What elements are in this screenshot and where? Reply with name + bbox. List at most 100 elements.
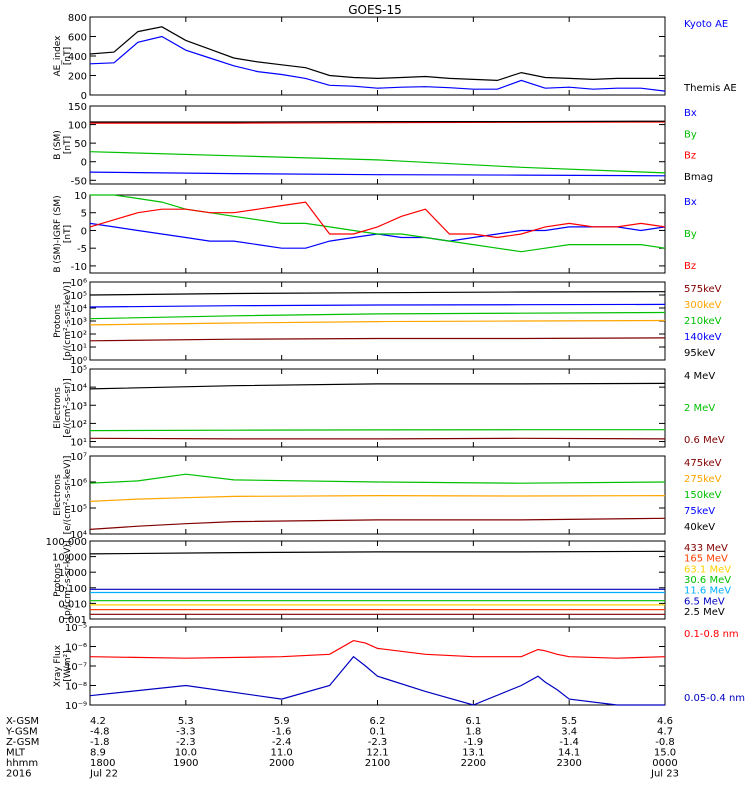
y-tick-label: 10⁻⁸ (65, 682, 87, 693)
x-cell-value: 13.1 (462, 748, 484, 759)
y-axis-label: [W/m²] (63, 650, 73, 681)
panel-frame (89, 16, 666, 96)
panel-frame (89, 368, 666, 448)
legend-label: 433 MeV (684, 543, 728, 554)
series-line-bz (89, 201, 666, 239)
legend-label: Themis AE (683, 83, 737, 94)
x-cell-value: 1.8 (465, 727, 481, 738)
x-cell-value: -2.4 (272, 737, 292, 748)
series-line-bz (90, 121, 666, 124)
series-line-bmag (90, 120, 666, 123)
y-tick-label: 10⁵ (70, 504, 87, 515)
y-axis-label: Electrons (53, 387, 63, 429)
y-tick-label: 0 (81, 226, 87, 237)
legend-label: 11.6 MeV (684, 586, 731, 597)
panel-frame (89, 105, 666, 185)
x-cell-value: 5.3 (178, 716, 194, 727)
series-line-0-05-0-4-nm (89, 655, 665, 706)
x-cell-value: 14.1 (558, 748, 580, 759)
series-line-4-mev (89, 382, 666, 390)
legend-label: 2.5 MeV (684, 607, 725, 618)
y-tick-label: 10⁻⁶ (65, 643, 87, 654)
x-cell-value: 6.2 (370, 716, 386, 727)
y-tick-label: 10⁻⁵ (65, 623, 87, 634)
panel-2: -50 0 50 100 150 B (SM) [nT] Bx By Bz Bmag (53, 102, 713, 187)
series-line-themis-ae (89, 26, 665, 82)
series-line-95kev (89, 291, 666, 296)
legend-label: 75keV (684, 506, 715, 517)
legend-label: 95keV (684, 348, 715, 359)
series-line-475kev (89, 517, 666, 530)
panel-frame (89, 626, 666, 706)
y-tick-label: 10⁷ (70, 452, 87, 463)
x-cell-value: 2000 (269, 758, 294, 769)
series-line-210kev (89, 311, 666, 320)
y-axis-label: [p/(cm²-s-sr-keV)] (63, 541, 73, 620)
x-cell-value: -2.3 (368, 737, 388, 748)
legend-label: 300keV (684, 300, 722, 311)
y-tick-label: 10⁴ (70, 530, 87, 541)
y-axis-label: Electrons (53, 474, 63, 516)
x-cell-value: 0000 (652, 758, 677, 769)
x-cell-value: 1900 (173, 758, 198, 769)
legend-label: 165 MeV (684, 554, 728, 565)
x-cell-value: -3.3 (176, 727, 196, 738)
y-axis-label: Xray Flux (53, 644, 63, 687)
legend-label: 575keV (684, 284, 722, 295)
legend-label: Bz (684, 151, 696, 162)
legend-label: By (684, 229, 697, 240)
legend-label: 475keV (684, 458, 722, 469)
y-tick-label: 10⁵ (70, 365, 87, 376)
legend-label: 6.5 MeV (684, 596, 725, 607)
y-axis-label: [nT] (63, 225, 73, 243)
x-row-label: Y-GSM (5, 727, 38, 738)
legend-label: 2 MeV (684, 403, 715, 414)
y-axis-label: Protons (53, 304, 63, 338)
y-tick-label: 0.010 (58, 599, 87, 610)
x-cell-value: -1.8 (90, 737, 110, 748)
y-tick-label: 10² (70, 419, 87, 430)
y-tick-label: 50 (74, 139, 87, 150)
legend-label: 4 MeV (684, 371, 715, 382)
legend-label: Bx (684, 108, 697, 119)
legend-label: 0.05-0.4 nm (684, 693, 745, 704)
panel-frame (89, 455, 666, 535)
plot-title: GOES-15 (348, 3, 402, 17)
y-tick-label: 0.100 (58, 584, 87, 595)
series-line-kyoto-ae (89, 35, 666, 92)
y-tick-label: 10 (74, 191, 87, 202)
y-tick-label: 5 (81, 209, 87, 220)
y-axis-label: [e/(cm²-s-sr)] (63, 378, 73, 438)
x-cell-value: -1.4 (559, 737, 579, 748)
x-cell-value: 11.0 (271, 748, 293, 759)
y-tick-label: 10⁰ (70, 356, 87, 367)
legend-label: Bx (684, 197, 697, 208)
panel-7: 0.001 0.010 0.100 1.000 10.000 100.000 Protons… (46, 537, 732, 626)
y-tick-label: 100 (68, 121, 87, 132)
y-tick-label: -50 (71, 176, 87, 187)
y-tick-label: 10⁴ (70, 383, 87, 394)
y-tick-label: 200 (68, 72, 87, 83)
y-axis-label: [e/(cm²-s-sr-keV)] (63, 456, 73, 535)
legend-label: By (684, 129, 697, 140)
y-tick-label: -10 (71, 262, 87, 273)
x-cell-value: 4.2 (90, 716, 106, 727)
y-tick-label: 400 (68, 52, 87, 63)
series-line-by (89, 151, 666, 174)
x-cell-value: -0.8 (655, 737, 675, 748)
y-axis-label: [nT] (63, 136, 73, 154)
legend-label: 30.6 MeV (684, 575, 731, 586)
y-axis-label: AE_index (53, 35, 63, 77)
legend-label: Bz (684, 261, 696, 272)
series-line-140kev (89, 303, 666, 308)
panel-6: 10⁴ 10⁵ 10⁶ 10⁷ Electrons [e/(cm²-s-sr-keV)] 4… (53, 452, 722, 541)
x-cell-value: 3.4 (561, 727, 577, 738)
legend-label: 0.6 MeV (684, 435, 725, 446)
series-line-by (90, 194, 666, 253)
y-axis-label: Protons (53, 563, 63, 597)
y-tick-label: 10³ (70, 401, 87, 412)
y-tick-label: 10¹ (70, 343, 87, 354)
